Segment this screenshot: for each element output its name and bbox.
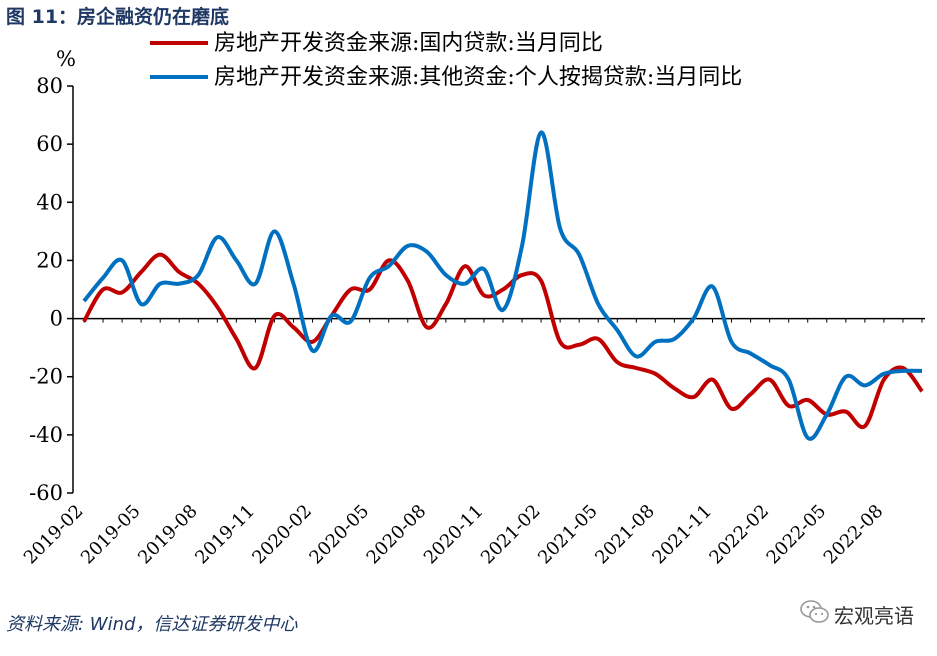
x-tick-label: 2020-05 xyxy=(305,501,373,569)
x-tick-label: 2021-02 xyxy=(477,501,545,569)
x-tick-label: 2019-11 xyxy=(191,501,259,569)
series-lines xyxy=(82,130,924,441)
wechat-icon xyxy=(800,599,830,630)
y-tick-label: 80 xyxy=(36,74,63,98)
x-tick-label: 2020-08 xyxy=(363,501,431,569)
watermark-text: 宏观亮语 xyxy=(834,604,914,628)
y-tick-label: 60 xyxy=(36,132,63,156)
legend-label: 房地产开发资金来源:其他资金:个人按揭贷款:当月同比 xyxy=(214,65,742,90)
x-tick-label: 2022-05 xyxy=(763,501,831,569)
y-tick-label: 20 xyxy=(36,248,63,272)
legend-label: 房地产开发资金来源:国内贷款:当月同比 xyxy=(214,31,603,56)
x-tick-label: 2022-08 xyxy=(820,501,888,569)
x-axis: 2019-022019-052019-082019-112020-022020-… xyxy=(20,317,925,569)
y-tick-label: -20 xyxy=(29,365,63,389)
x-tick-label: 2021-05 xyxy=(534,501,602,569)
series-line-mortgage-loans xyxy=(82,130,923,441)
x-tick-label: 2022-02 xyxy=(705,501,773,569)
legend: 房地产开发资金来源:国内贷款:当月同比房地产开发资金来源:其他资金:个人按揭贷款… xyxy=(150,31,742,90)
y-tick-label: 0 xyxy=(50,307,63,331)
x-tick-label: 2020-02 xyxy=(248,501,316,569)
series-line-domestic-loans xyxy=(82,252,924,430)
x-tick-label: 2019-05 xyxy=(77,501,145,569)
x-tick-label: 2019-08 xyxy=(134,501,202,569)
x-tick-label: 2019-02 xyxy=(20,501,88,569)
y-axis-label: % xyxy=(56,47,76,71)
y-tick-label: 40 xyxy=(36,190,63,214)
y-axis: 80 60 40 20 0 -20 -40 -60 xyxy=(29,74,74,505)
x-tick-label: 2021-08 xyxy=(591,501,659,569)
x-tick-label: 2020-11 xyxy=(420,501,488,569)
y-tick-label: -40 xyxy=(29,423,63,447)
watermark: 宏观亮语 xyxy=(800,599,914,630)
x-tick-label: 2021-11 xyxy=(648,501,716,569)
line-chart: 80 60 40 20 0 -20 -40 -60 2019-022019-052019-08… xyxy=(20,31,925,569)
source-note: 资料来源: Wind，信达证券研发中心 xyxy=(6,614,298,635)
y-tick-label: -60 xyxy=(29,481,63,505)
figure-title: 图 11：房企融资仍在磨底 xyxy=(6,6,230,28)
